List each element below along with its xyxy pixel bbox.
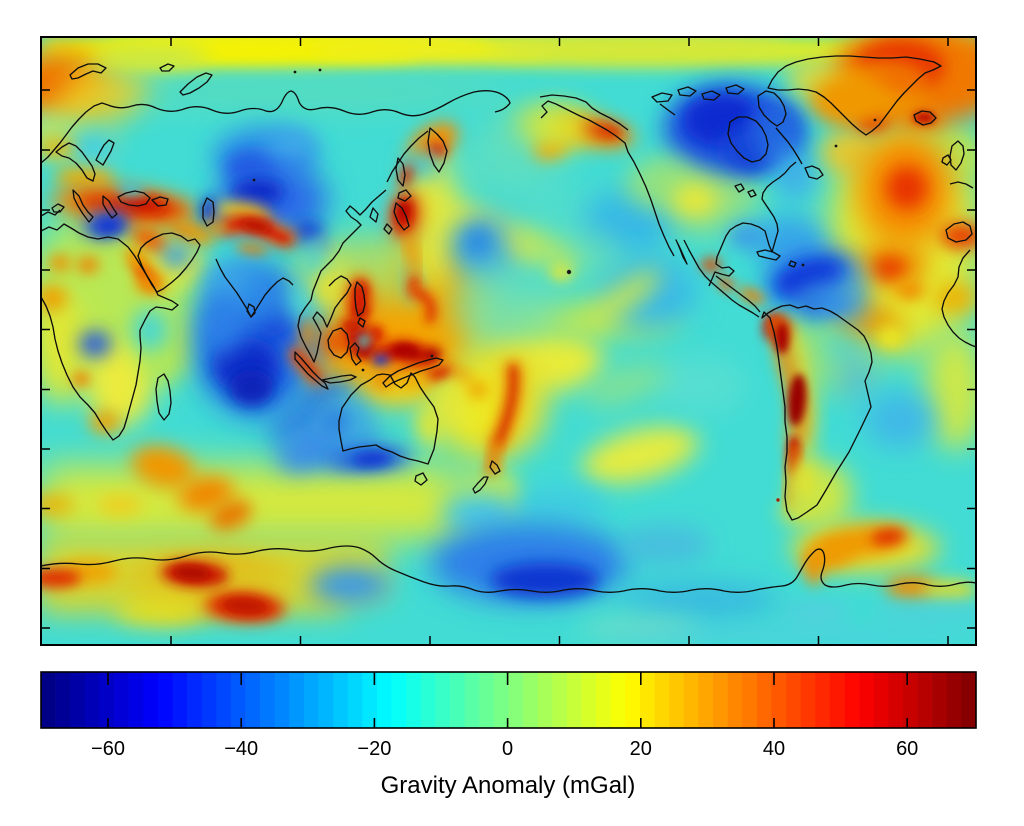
svg-text:−20: −20 xyxy=(357,738,391,760)
svg-text:Gravity Anomaly (mGal): Gravity Anomaly (mGal) xyxy=(381,772,636,799)
svg-text:−40: −40 xyxy=(224,738,258,760)
svg-text:40: 40 xyxy=(763,738,785,760)
svg-text:0: 0 xyxy=(502,738,513,760)
svg-text:60: 60 xyxy=(896,738,918,760)
svg-text:−60: −60 xyxy=(91,738,125,760)
svg-text:20: 20 xyxy=(630,738,652,760)
